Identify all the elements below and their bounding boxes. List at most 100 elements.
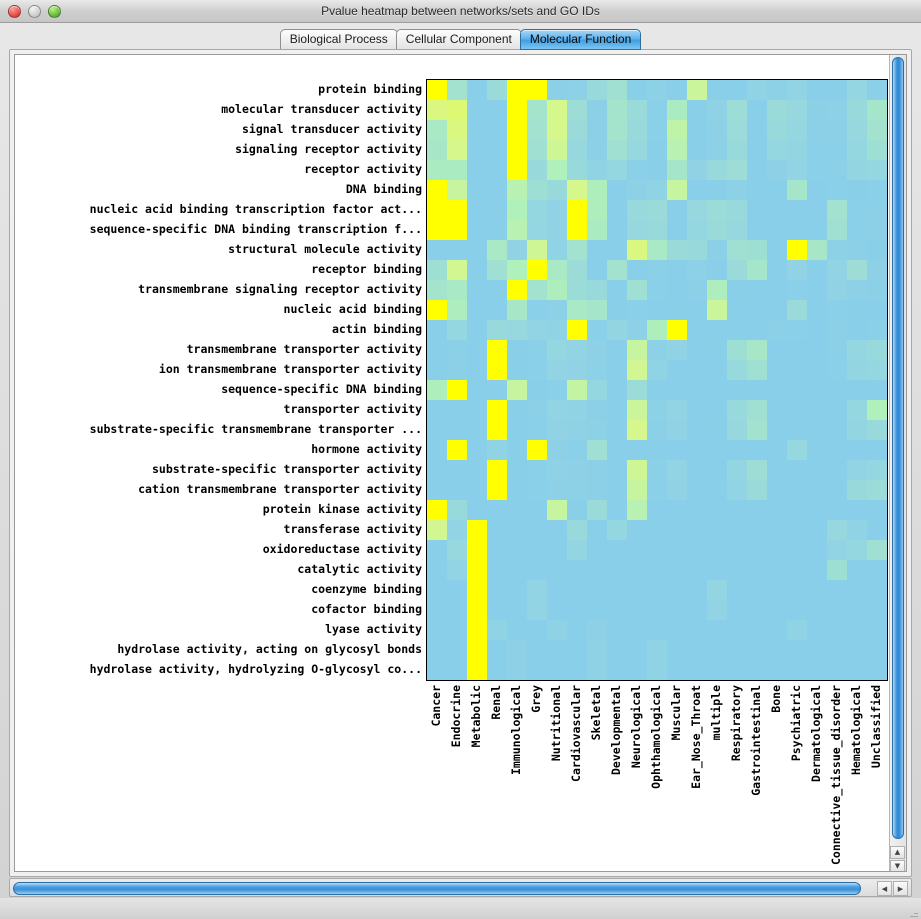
heatmap-cell[interactable] <box>627 260 647 280</box>
heatmap-cell[interactable] <box>647 600 667 620</box>
heatmap-cell[interactable] <box>587 240 607 260</box>
heatmap-cell[interactable] <box>867 220 887 240</box>
heatmap-cell[interactable] <box>827 380 847 400</box>
heatmap-cell[interactable] <box>647 100 667 120</box>
heatmap-cell[interactable] <box>827 240 847 260</box>
heatmap-cell[interactable] <box>547 540 567 560</box>
tab-molecular-function[interactable]: Molecular Function <box>519 29 642 50</box>
heatmap-cell[interactable] <box>527 560 547 580</box>
heatmap-cell[interactable] <box>567 240 587 260</box>
heatmap-cell[interactable] <box>787 460 807 480</box>
heatmap-cell[interactable] <box>567 640 587 660</box>
heatmap-cell[interactable] <box>667 280 687 300</box>
heatmap-cell[interactable] <box>587 220 607 240</box>
heatmap-cell[interactable] <box>667 360 687 380</box>
horizontal-scrollbar-thumb[interactable] <box>13 882 861 895</box>
heatmap-cell[interactable] <box>467 500 487 520</box>
heatmap-cell[interactable] <box>787 80 807 100</box>
heatmap-cell[interactable] <box>567 260 587 280</box>
heatmap-cell[interactable] <box>787 120 807 140</box>
heatmap-cell[interactable] <box>747 420 767 440</box>
heatmap-cell[interactable] <box>707 360 727 380</box>
heatmap-cell[interactable] <box>507 500 527 520</box>
heatmap-grid[interactable] <box>427 80 887 680</box>
heatmap-cell[interactable] <box>607 540 627 560</box>
heatmap-cell[interactable] <box>767 320 787 340</box>
heatmap-cell[interactable] <box>527 520 547 540</box>
heatmap-cell[interactable] <box>787 240 807 260</box>
heatmap-cell[interactable] <box>727 80 747 100</box>
heatmap-cell[interactable] <box>847 440 867 460</box>
heatmap-cell[interactable] <box>627 440 647 460</box>
heatmap-cell[interactable] <box>587 120 607 140</box>
heatmap-cell[interactable] <box>767 600 787 620</box>
heatmap-cell[interactable] <box>627 100 647 120</box>
heatmap-cell[interactable] <box>647 220 667 240</box>
heatmap-cell[interactable] <box>567 500 587 520</box>
heatmap-cell[interactable] <box>787 600 807 620</box>
heatmap-cell[interactable] <box>567 280 587 300</box>
heatmap-cell[interactable] <box>447 420 467 440</box>
heatmap-cell[interactable] <box>427 280 447 300</box>
heatmap-cell[interactable] <box>547 480 567 500</box>
heatmap-cell[interactable] <box>647 540 667 560</box>
heatmap-cell[interactable] <box>647 640 667 660</box>
heatmap-cell[interactable] <box>767 560 787 580</box>
heatmap-cell[interactable] <box>707 280 727 300</box>
heatmap-cell[interactable] <box>807 340 827 360</box>
heatmap-cell[interactable] <box>847 100 867 120</box>
heatmap-cell[interactable] <box>427 620 447 640</box>
heatmap-cell[interactable] <box>607 420 627 440</box>
heatmap-cell[interactable] <box>647 360 667 380</box>
heatmap-cell[interactable] <box>827 140 847 160</box>
heatmap-cell[interactable] <box>767 540 787 560</box>
heatmap-cell[interactable] <box>707 200 727 220</box>
heatmap-cell[interactable] <box>547 580 567 600</box>
heatmap-cell[interactable] <box>547 560 567 580</box>
heatmap-cell[interactable] <box>447 260 467 280</box>
heatmap-cell[interactable] <box>687 620 707 640</box>
heatmap-cell[interactable] <box>827 200 847 220</box>
heatmap-cell[interactable] <box>647 240 667 260</box>
heatmap-cell[interactable] <box>627 460 647 480</box>
heatmap-cell[interactable] <box>427 300 447 320</box>
heatmap-cell[interactable] <box>707 460 727 480</box>
heatmap-cell[interactable] <box>727 580 747 600</box>
heatmap-cell[interactable] <box>627 300 647 320</box>
heatmap-cell[interactable] <box>727 540 747 560</box>
heatmap-cell[interactable] <box>867 420 887 440</box>
heatmap-cell[interactable] <box>567 300 587 320</box>
heatmap-cell[interactable] <box>467 180 487 200</box>
heatmap-cell[interactable] <box>447 520 467 540</box>
heatmap-cell[interactable] <box>807 200 827 220</box>
heatmap-cell[interactable] <box>767 420 787 440</box>
heatmap-cell[interactable] <box>827 340 847 360</box>
heatmap-cell[interactable] <box>767 260 787 280</box>
heatmap-cell[interactable] <box>707 100 727 120</box>
heatmap-cell[interactable] <box>827 180 847 200</box>
heatmap-cell[interactable] <box>467 400 487 420</box>
heatmap-cell[interactable] <box>547 120 567 140</box>
heatmap-cell[interactable] <box>707 160 727 180</box>
heatmap-cell[interactable] <box>547 620 567 640</box>
heatmap-cell[interactable] <box>707 240 727 260</box>
heatmap-cell[interactable] <box>447 360 467 380</box>
heatmap-cell[interactable] <box>647 660 667 680</box>
heatmap-cell[interactable] <box>487 280 507 300</box>
vertical-scrollbar[interactable]: ▲ ▼ <box>889 55 906 871</box>
heatmap-cell[interactable] <box>867 440 887 460</box>
heatmap-cell[interactable] <box>787 560 807 580</box>
heatmap-cell[interactable] <box>787 280 807 300</box>
heatmap-cell[interactable] <box>507 540 527 560</box>
heatmap-cell[interactable] <box>847 500 867 520</box>
heatmap-cell[interactable] <box>727 620 747 640</box>
heatmap-cell[interactable] <box>847 460 867 480</box>
heatmap-cell[interactable] <box>807 80 827 100</box>
heatmap-cell[interactable] <box>867 120 887 140</box>
heatmap-cell[interactable] <box>567 440 587 460</box>
heatmap-cell[interactable] <box>727 280 747 300</box>
heatmap-cell[interactable] <box>747 340 767 360</box>
heatmap-cell[interactable] <box>607 360 627 380</box>
heatmap-cell[interactable] <box>427 440 447 460</box>
heatmap-cell[interactable] <box>427 320 447 340</box>
